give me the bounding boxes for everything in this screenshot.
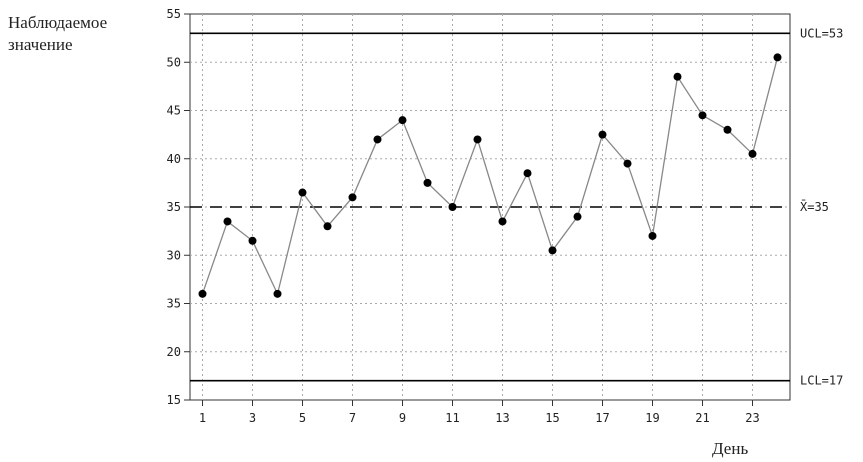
y-tick-label: 35 [167, 200, 181, 214]
data-point [673, 72, 682, 81]
data-point [398, 116, 407, 125]
data-point [348, 193, 357, 202]
data-point [773, 53, 782, 62]
x-tick-label: 19 [645, 411, 659, 425]
x-axis-title: День [712, 439, 748, 458]
control-line-label: UCL=53 [800, 26, 843, 40]
x-tick-label: 11 [445, 411, 459, 425]
data-point [698, 111, 707, 120]
x-tick-label: 13 [495, 411, 509, 425]
data-point [223, 217, 232, 226]
data-point [423, 178, 432, 187]
y-tick-label: 30 [167, 248, 181, 262]
x-tick-label: 15 [545, 411, 559, 425]
x-tick-label: 23 [745, 411, 759, 425]
data-point [723, 125, 732, 134]
data-point [373, 135, 382, 144]
y-tick-label: 55 [167, 7, 181, 21]
x-tick-label: 3 [249, 411, 256, 425]
y-tick-label: 40 [167, 152, 181, 166]
data-point [448, 203, 457, 211]
data-point [523, 169, 532, 178]
x-tick-label: 9 [399, 411, 406, 425]
control-lines: UCL=53 X̄=35 LCL=17 [190, 26, 843, 388]
y-tick-label: 45 [167, 104, 181, 118]
control-line-label: X̄=35 [800, 200, 829, 214]
data-point [498, 217, 507, 226]
data-point [623, 159, 632, 168]
series-line [201, 57, 779, 296]
data-point [748, 149, 757, 158]
control-line-label: LCL=17 [800, 374, 843, 388]
data-point [648, 231, 657, 240]
x-tick-label: 7 [349, 411, 356, 425]
y-tick-label: 50 [167, 55, 181, 69]
data-point [573, 212, 582, 221]
data-point [548, 246, 557, 255]
y-tick-label: 15 [167, 393, 181, 407]
x-tick-label: 17 [595, 411, 609, 425]
y-tick-label: 35 [167, 297, 181, 311]
y-axis-title-line2: значение [8, 35, 73, 54]
data-point [248, 236, 257, 245]
x-tick-label: 1 [199, 411, 206, 425]
data-series [198, 53, 782, 298]
y-axis-title-line1: Наблюдаемое [8, 13, 107, 32]
y-tick-label: 20 [167, 345, 181, 359]
data-point [323, 222, 332, 231]
grid-lines [190, 14, 790, 400]
data-point [473, 135, 482, 144]
data-point [298, 188, 307, 197]
x-tick-label: 21 [695, 411, 709, 425]
data-point [273, 289, 282, 298]
x-tick-label: 5 [299, 411, 306, 425]
data-point [598, 130, 607, 139]
data-point [198, 289, 207, 298]
